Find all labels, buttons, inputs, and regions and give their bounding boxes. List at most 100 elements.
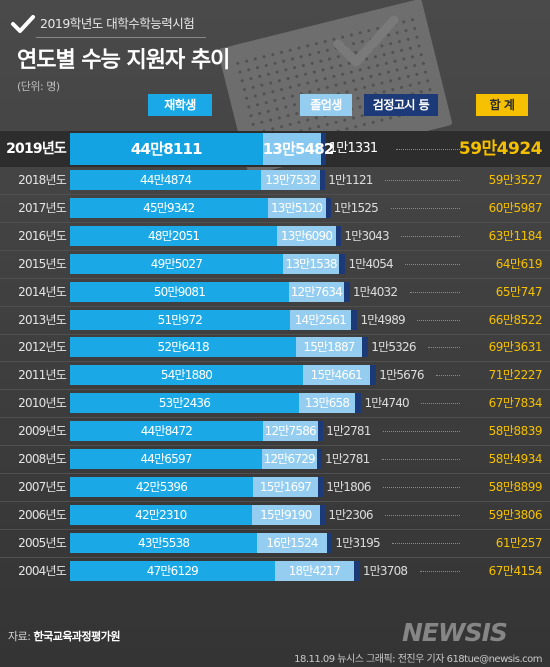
- row-separator: [0, 500, 550, 502]
- leader-line: [405, 263, 460, 265]
- year-label: 2005년도: [18, 535, 67, 550]
- year-label: 2019년도: [6, 141, 67, 157]
- bar-graduates: [277, 225, 336, 246]
- bar-enrolled: [70, 133, 263, 165]
- bar-qualification: [343, 281, 350, 302]
- bar-graduates: [296, 337, 362, 358]
- total-value-label: 67만7834: [488, 396, 543, 411]
- enrolled-value-label: 42만2310: [135, 507, 187, 522]
- header-tag: 2019학년도 대학수학능력시험: [6, 8, 216, 38]
- qualification-value-label: 1만1121: [328, 173, 373, 187]
- row-separator: [0, 528, 550, 530]
- row-separator: [0, 305, 550, 307]
- header-tag-underline: [36, 37, 206, 38]
- qualification-value-label: 1만5676: [379, 368, 424, 383]
- qualification-value-label: 1만4989: [360, 312, 405, 327]
- enrolled-value-label: 50만9081: [153, 284, 206, 299]
- row-separator: [0, 277, 550, 279]
- year-label: 2017년도: [18, 200, 67, 215]
- total-value-label: 64만619: [495, 256, 543, 271]
- source-name: 한국교육과정평가원: [33, 630, 121, 643]
- year-label: 2010년도: [18, 396, 67, 411]
- total-value-label: 58만8899: [488, 479, 543, 494]
- row-separator: [0, 333, 550, 335]
- enrolled-value-label: 44만8111: [130, 140, 203, 158]
- row-separator: [0, 556, 550, 558]
- bar-graduates: [274, 560, 354, 581]
- bar-qualification: [320, 133, 326, 165]
- bar-qualification: [351, 309, 358, 330]
- bar-enrolled: [70, 281, 289, 302]
- header-tag-text: 2019학년도 대학수학능력시험: [40, 16, 195, 31]
- bar-qualification: [339, 253, 346, 274]
- bar-qualification: [335, 225, 342, 246]
- total-value-label: 63만1184: [488, 228, 543, 243]
- leader-line: [382, 459, 460, 460]
- year-label: 2012년도: [18, 340, 67, 355]
- row-separator: [0, 445, 550, 447]
- leader-line: [401, 235, 460, 237]
- leader-line: [392, 542, 460, 544]
- graduates-value-label: 13만5482: [262, 140, 335, 158]
- graduates-value-label: 13만7532: [265, 173, 317, 187]
- graduates-value-label: 14만2561: [294, 312, 347, 327]
- enrolled-value-label: 43만5538: [138, 535, 190, 550]
- year-label: 2018년도: [18, 173, 67, 187]
- bar-enrolled: [70, 449, 263, 469]
- source-note: 자료: 한국교육과정평가원: [8, 628, 121, 644]
- newsis-logo: NEWSIS: [402, 618, 508, 647]
- enrolled-value-label: 49만5027: [150, 256, 203, 271]
- bar-enrolled: [70, 197, 268, 218]
- year-label: 2014년도: [18, 284, 67, 299]
- enrolled-value-label: 52만6418: [157, 340, 210, 355]
- row-separator: [0, 417, 550, 419]
- graduates-value-label: 15만1697: [259, 479, 312, 494]
- year-label: 2007년도: [18, 479, 67, 494]
- graduates-value-label: 12만7586: [264, 424, 317, 439]
- bar-qualification: [353, 560, 360, 581]
- enrolled-value-label: 44만4874: [140, 173, 192, 187]
- total-value-label: 71만2227: [488, 368, 543, 383]
- leader-line: [436, 375, 460, 377]
- enrolled-value-label: 42만5396: [135, 479, 188, 494]
- bar-qualification: [316, 449, 322, 469]
- bar-enrolled: [70, 253, 283, 274]
- chart-title: 연도별 수능 지원자 추이: [17, 48, 230, 73]
- bar-qualification: [369, 365, 377, 386]
- bar-qualification: [326, 532, 333, 553]
- qualification-value-label: 1만2306: [328, 507, 373, 522]
- year-label: 2008년도: [18, 452, 67, 466]
- enrolled-value-label: 44만8472: [140, 424, 193, 439]
- legend-enrolled: 재학생: [148, 94, 212, 116]
- qualification-value-label: 1만3708: [362, 563, 408, 578]
- qualification-value-label: 1만1331: [328, 141, 378, 156]
- graduates-value-label: 15만4661: [310, 368, 363, 383]
- leader-line: [383, 431, 460, 433]
- year-label: 2011년도: [18, 368, 67, 383]
- bar-qualification: [320, 170, 326, 190]
- enrolled-value-label: 44만6597: [140, 452, 192, 466]
- qualification-value-label: 1만4032: [352, 284, 398, 299]
- bar-qualification: [318, 476, 324, 497]
- unit-label: (단위: 명): [17, 80, 60, 93]
- graduates-value-label: 13만658: [304, 396, 350, 411]
- total-value-label: 69만3631: [488, 340, 543, 355]
- source-prefix: 자료:: [8, 630, 34, 643]
- qualification-value-label: 1만2781: [326, 424, 371, 439]
- leader-line: [390, 207, 460, 209]
- bar-graduates: [252, 476, 319, 497]
- enrolled-value-label: 45만9342: [143, 200, 195, 215]
- enrolled-value-label: 51만972: [157, 312, 203, 327]
- qualification-value-label: 1만1525: [333, 200, 379, 215]
- qualification-value-label: 1만3195: [335, 535, 380, 550]
- leader-line: [385, 180, 460, 181]
- qualification-value-label: 1만5326: [371, 340, 416, 355]
- total-value-label: 65만747: [495, 284, 543, 299]
- leader-line: [417, 319, 460, 321]
- year-label: 2006년도: [18, 507, 67, 522]
- bar-enrolled: [70, 560, 275, 581]
- graduates-value-label: 13만1538: [285, 256, 338, 271]
- total-value-label: 58만8839: [488, 424, 543, 439]
- bar-enrolled: [70, 337, 297, 358]
